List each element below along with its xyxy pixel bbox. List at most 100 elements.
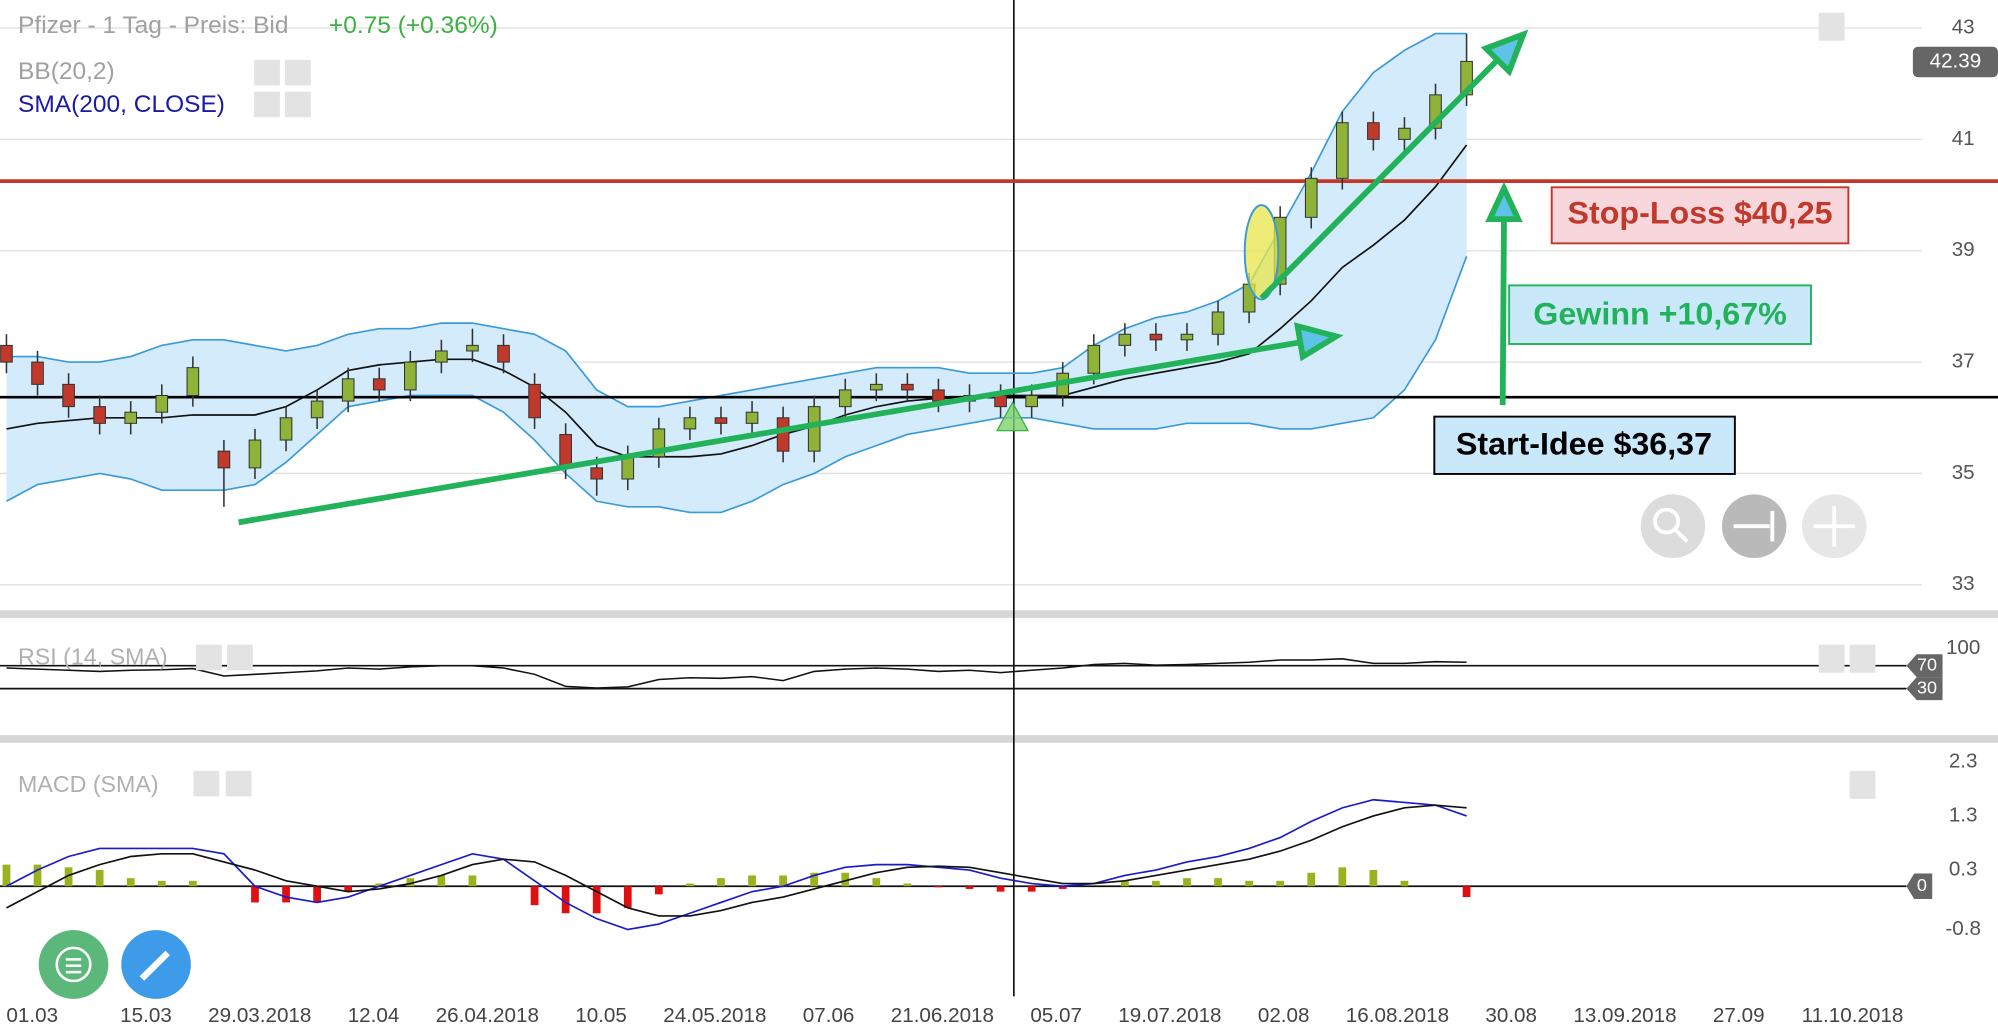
candle-body <box>403 361 417 391</box>
y-tick-label: 35 <box>1952 461 1975 484</box>
close-icon[interactable] <box>285 59 311 86</box>
pane-toggle[interactable] <box>1849 644 1876 673</box>
histogram-bar <box>1245 880 1253 887</box>
bollinger-band <box>6 32 1467 408</box>
x-tick-label: 10.05 <box>575 1004 627 1027</box>
histogram-bar <box>1058 886 1067 889</box>
pane-toggle[interactable] <box>1849 770 1876 799</box>
histogram-bar <box>1214 878 1222 887</box>
candle-body <box>994 394 1007 408</box>
histogram-bar <box>1183 878 1191 887</box>
candle-body <box>714 417 728 424</box>
candle-body <box>1429 94 1442 129</box>
candle-body <box>341 378 355 402</box>
histogram-bar <box>33 864 42 887</box>
candle-body <box>31 361 44 385</box>
pencil-icon <box>139 950 170 981</box>
candle-body <box>807 406 821 452</box>
candle-body <box>1149 333 1163 341</box>
candle-body <box>124 411 138 424</box>
histogram-bar <box>1307 872 1316 887</box>
marks-layer: 33 35 37 39 41 43 42.39 01.03 15.03 29.03.2018 12.… <box>0 16 1998 1027</box>
histogram-bar <box>157 880 166 887</box>
x-tick-label: 01.03 <box>6 1004 58 1027</box>
level-label: 30 <box>1917 677 1937 697</box>
macd-line <box>6 804 1467 917</box>
candle-body <box>932 389 945 402</box>
arrow-head <box>1480 29 1529 77</box>
candle-body <box>0 344 13 363</box>
candle-body <box>372 378 386 391</box>
candle-body <box>1367 122 1380 140</box>
band-fill <box>6 33 1467 513</box>
histogram-bar <box>95 870 104 887</box>
histogram-bar <box>872 878 881 887</box>
pane-toggle[interactable] <box>1818 12 1845 41</box>
start-box <box>1433 415 1736 475</box>
y-tick-label: 2.3 <box>1949 749 1978 772</box>
candle-body <box>590 467 604 480</box>
candle-body <box>279 417 293 441</box>
histogram-bar <box>965 886 974 889</box>
candle-body <box>869 383 883 391</box>
arrow-head <box>1485 181 1523 223</box>
indicator-icons <box>193 12 1876 799</box>
settings-icon[interactable] <box>254 91 280 118</box>
instrument-title: Pfizer - 1 Tag - Preis: Bid <box>18 12 288 39</box>
x-tick-label: 24.05.2018 <box>663 1004 766 1027</box>
bollinger-band <box>6 256 1468 514</box>
pane-toggle[interactable] <box>1818 644 1845 673</box>
candle-body <box>745 411 759 424</box>
x-tick-label: 30.08 <box>1485 1004 1537 1027</box>
pane-separator <box>0 735 1998 743</box>
histogram-bar <box>779 875 787 887</box>
x-tick-label: 19.07.2018 <box>1118 1004 1221 1027</box>
candle-body <box>93 406 106 424</box>
level-tag <box>1906 677 1943 701</box>
settings-icon[interactable] <box>193 770 220 797</box>
price-change: +0.75 (+0.36%) <box>329 12 498 39</box>
zoom-button[interactable] <box>1640 494 1706 559</box>
histogram-bar <box>1400 880 1409 887</box>
y-tick-label: 41 <box>1952 127 1975 150</box>
candle-body <box>1304 177 1318 218</box>
histogram-bar <box>592 886 601 914</box>
candle-body <box>1398 127 1411 140</box>
histogram-bar <box>1027 886 1036 892</box>
candle-body <box>217 450 231 469</box>
rsi-line <box>6 658 1467 689</box>
candle-body <box>1087 344 1101 374</box>
histogram-bar <box>717 878 725 887</box>
histogram-bar <box>437 875 446 887</box>
x-tick-label: 29.03.2018 <box>208 1004 311 1027</box>
y-tick-label: 39 <box>1952 238 1975 261</box>
histogram-bar <box>1462 886 1471 898</box>
histogram-bar <box>375 883 384 887</box>
trend-arrows <box>238 29 1529 526</box>
candle-body <box>652 428 666 458</box>
close-icon[interactable] <box>227 644 253 671</box>
indicator-label: BB(20,2) <box>18 58 115 85</box>
pane-separator <box>0 610 1998 618</box>
histogram-bar <box>251 886 259 903</box>
settings-icon[interactable] <box>196 644 222 671</box>
histogram-bar <box>996 886 1005 892</box>
buy-marker <box>995 401 1030 432</box>
trend-arrow <box>238 338 1306 526</box>
x-tick-label: 16.08.2018 <box>1346 1004 1449 1027</box>
close-icon[interactable] <box>285 91 311 118</box>
histogram-bar <box>2 864 11 887</box>
histogram-bar <box>561 886 570 914</box>
histogram-bar <box>64 867 73 887</box>
candle-body <box>621 456 635 480</box>
candle-body <box>1118 333 1132 346</box>
settings-icon[interactable] <box>254 59 280 86</box>
close-icon[interactable] <box>225 770 252 797</box>
x-tick-label: 26.04.2018 <box>436 1004 539 1027</box>
zoom-icon <box>1652 507 1681 535</box>
x-tick-label: 11.10.2018 <box>1802 1004 1904 1027</box>
candle-body <box>62 383 75 408</box>
trend-arrow <box>1259 56 1501 301</box>
y-tick-label: 0.3 <box>1949 858 1978 881</box>
